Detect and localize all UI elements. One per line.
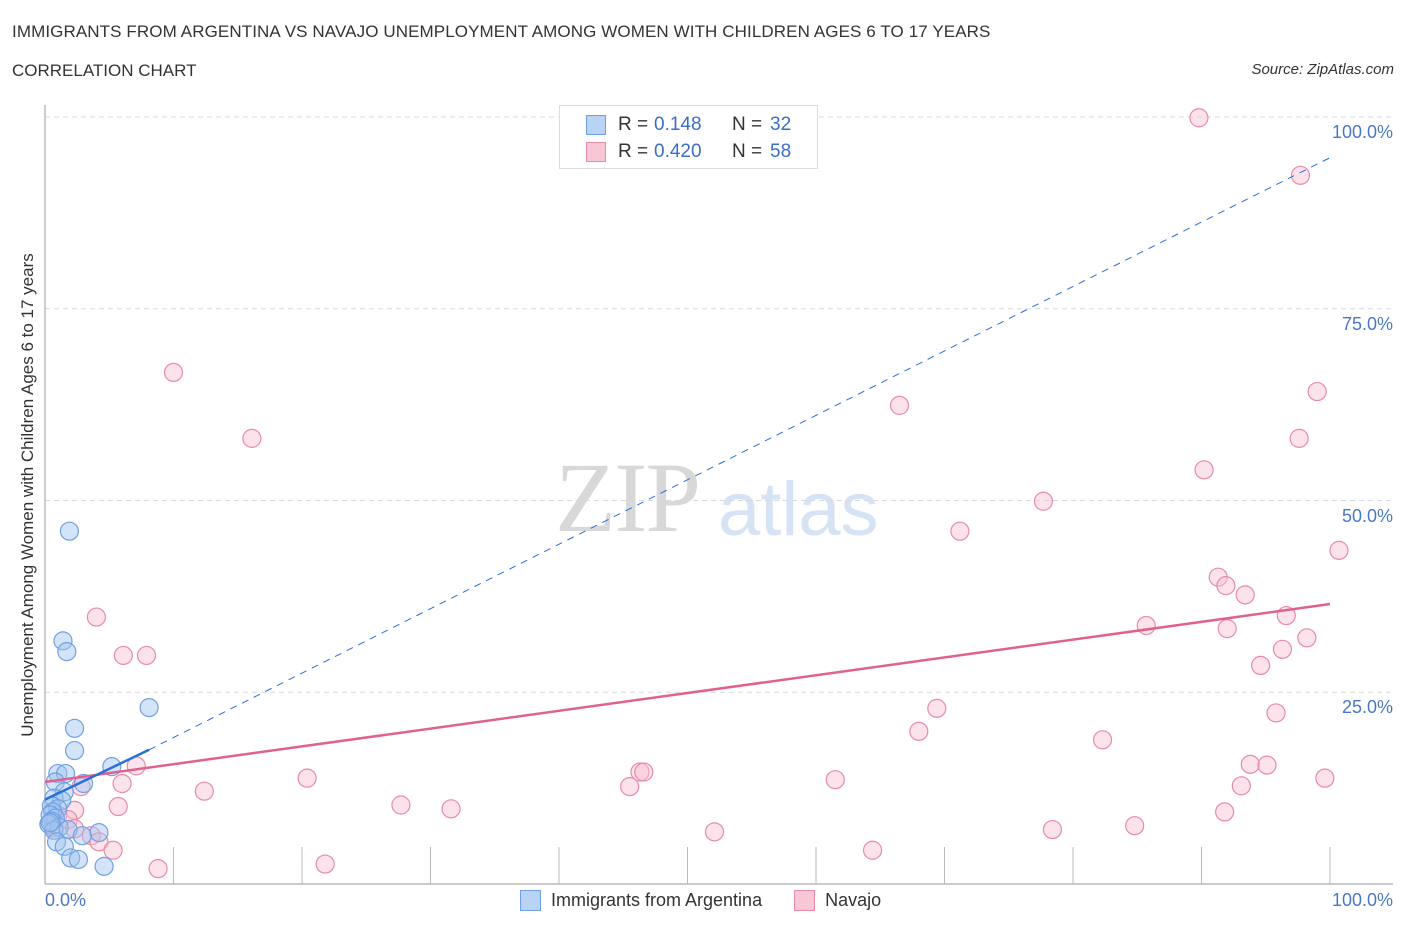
navajo-point — [1315, 768, 1335, 788]
navajo-point — [1272, 639, 1293, 659]
navajo-point — [1289, 428, 1309, 448]
y-axis-label: Unemployment Among Women with Children A… — [18, 253, 37, 737]
navajo-point — [441, 799, 461, 819]
navajo-point — [242, 428, 262, 448]
navajo-point — [315, 854, 335, 874]
series-legend: Immigrants from Argentina Navajo — [520, 890, 913, 911]
chart-subtitle: CORRELATION CHART — [12, 61, 197, 80]
navajo-point — [950, 521, 970, 541]
navajo-point — [1251, 655, 1271, 676]
r-label: R = — [618, 114, 649, 135]
argentina-swatch-icon — [520, 890, 541, 911]
argentina-point — [72, 826, 92, 846]
navajo-point — [825, 770, 845, 790]
argentina-trendline — [44, 748, 150, 801]
argentina-point — [94, 856, 114, 876]
navajo-point — [862, 840, 883, 860]
navajo-point — [1217, 618, 1237, 639]
argentina-point — [68, 849, 89, 870]
navajo-swatch-icon — [586, 142, 606, 162]
navajo-point — [909, 721, 929, 741]
navajo-point — [1033, 491, 1054, 511]
navajo-point — [103, 840, 123, 860]
navajo-point — [1235, 585, 1255, 605]
navajo-point — [108, 796, 128, 817]
navajo-trendline — [44, 602, 1331, 784]
argentina-point — [59, 521, 80, 541]
navajo-point — [1194, 460, 1214, 480]
navajo-point — [391, 795, 411, 815]
r-label: R = — [618, 141, 649, 162]
navajo-point — [163, 362, 184, 383]
watermark-atlas: atlas — [718, 467, 879, 552]
navajo-point — [1307, 381, 1327, 402]
navajo-point — [1329, 540, 1349, 560]
navajo-point — [1290, 165, 1311, 185]
y-tick-25: 25.0% — [1341, 697, 1393, 717]
n-value: 58 — [770, 141, 792, 162]
navajo-point — [1257, 755, 1277, 775]
y-tick-100: 100.0% — [1331, 122, 1393, 142]
argentina-point — [61, 848, 81, 868]
navajo-point — [1231, 776, 1251, 796]
argentina-point — [139, 697, 159, 718]
navajo-point — [889, 395, 910, 415]
navajo-point — [634, 762, 654, 782]
navajo-point — [927, 698, 947, 718]
navajo-point — [1189, 108, 1209, 128]
legend-item-argentina[interactable]: Immigrants from Argentina — [520, 890, 762, 911]
argentina-point — [64, 718, 85, 738]
navajo-point — [1266, 703, 1286, 723]
x-tick-min: 0.0% — [45, 890, 87, 910]
argentina-point — [53, 631, 73, 651]
legend-label-navajo: Navajo — [825, 890, 882, 910]
r-value: 0.148 — [654, 114, 702, 135]
source-label: Source: ZipAtlas.com — [1251, 61, 1394, 78]
navajo-point — [1125, 816, 1145, 836]
navajo-point — [148, 859, 168, 879]
navajo-point — [194, 781, 214, 801]
navajo-point — [1240, 754, 1260, 774]
stats-row-argentina: R = 0.148 N = 32 — [586, 113, 840, 137]
navajo-point — [1042, 819, 1063, 840]
argentina-swatch-icon — [586, 115, 606, 135]
navajo-point — [86, 607, 107, 627]
legend-item-navajo[interactable]: Navajo — [794, 890, 881, 911]
argentina-point — [54, 836, 74, 857]
navajo-swatch-icon — [794, 890, 816, 911]
navajo-point — [297, 768, 317, 788]
x-tick-max: 100.0% — [1331, 890, 1393, 910]
stats-legend: R = 0.148 N = 32 R = 0.420 N = 58 — [559, 105, 818, 169]
argentina-point — [64, 740, 85, 761]
argentina-point — [57, 641, 77, 662]
navajo-point — [620, 776, 640, 797]
argentina-point — [89, 823, 109, 843]
stats-row-navajo: R = 0.420 N = 58 — [586, 140, 840, 164]
navajo-point — [1215, 802, 1235, 822]
navajo-point — [64, 819, 85, 839]
navajo-point — [113, 645, 133, 666]
navajo-point — [1216, 576, 1236, 596]
navajo-point — [1092, 730, 1113, 750]
navajo-point — [112, 773, 132, 794]
chart-title: IMMIGRANTS FROM ARGENTINA VS NAVAJO UNEM… — [12, 22, 991, 41]
navajo-point — [136, 645, 157, 666]
argentina-point — [40, 813, 60, 833]
n-label: N = — [732, 141, 763, 162]
r-value: 0.420 — [654, 141, 702, 162]
n-label: N = — [732, 114, 763, 135]
navajo-point — [1297, 628, 1317, 648]
y-tick-50: 50.0% — [1341, 506, 1393, 526]
navajo-point — [1136, 615, 1156, 636]
argentina-trendline-extension — [148, 157, 1331, 751]
legend-label-argentina: Immigrants from Argentina — [551, 890, 763, 910]
navajo-point — [704, 822, 725, 842]
y-tick-75: 75.0% — [1341, 314, 1393, 334]
n-value: 32 — [770, 114, 792, 135]
